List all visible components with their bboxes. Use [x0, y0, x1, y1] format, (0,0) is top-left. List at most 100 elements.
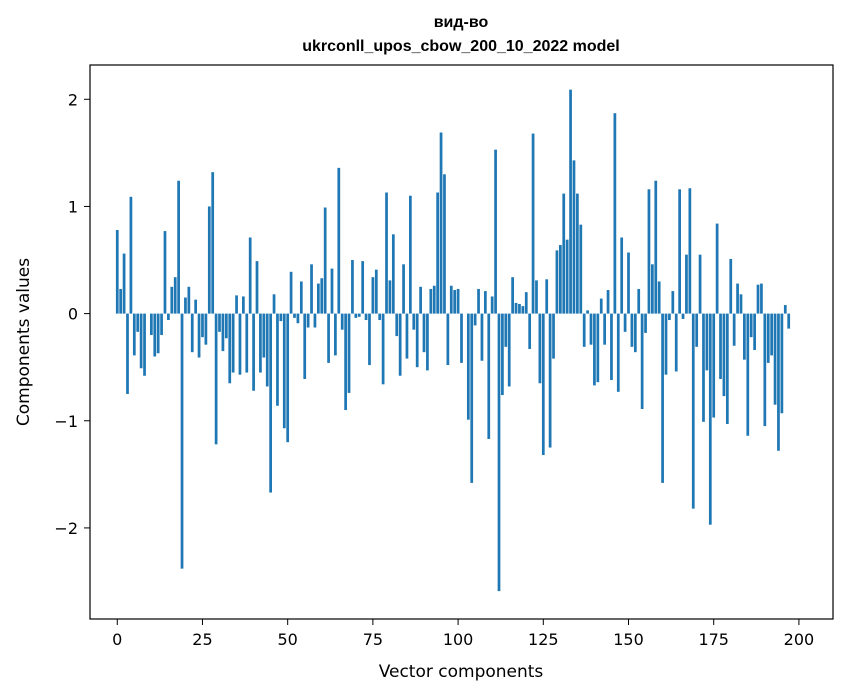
- bar: [252, 313, 255, 391]
- bar: [160, 313, 163, 336]
- bar: [661, 313, 664, 483]
- bar: [242, 296, 245, 314]
- bar: [265, 313, 269, 387]
- bar: [262, 313, 266, 358]
- bar: [613, 113, 617, 314]
- bar: [777, 313, 780, 451]
- bar: [361, 261, 365, 314]
- y-tick-label: −1: [54, 412, 78, 431]
- bar: [712, 313, 716, 418]
- bar: [419, 286, 422, 314]
- bar: [296, 313, 300, 324]
- bar: [402, 264, 405, 314]
- bar: [719, 313, 722, 379]
- bar: [494, 149, 497, 314]
- bar: [766, 313, 770, 363]
- bar: [163, 231, 167, 314]
- bar: [691, 313, 695, 509]
- bar: [603, 313, 607, 345]
- bar: [715, 223, 719, 314]
- bar: [153, 313, 157, 357]
- bar: [681, 313, 685, 319]
- bar: [276, 313, 279, 406]
- bar: [211, 172, 215, 314]
- bar: [746, 313, 750, 436]
- y-axis-ticks: 2 1 0 −1 −2: [54, 90, 90, 538]
- bar: [511, 277, 514, 314]
- bar: [310, 264, 313, 314]
- x-axis-label: Vector components: [379, 662, 544, 682]
- x-tick-label: 175: [698, 630, 729, 649]
- bar: [409, 195, 412, 314]
- bar: [228, 313, 232, 384]
- bar: [470, 313, 474, 483]
- bar: [180, 313, 184, 569]
- bar: [391, 234, 395, 314]
- bar: [504, 313, 508, 347]
- bar: [279, 313, 283, 322]
- bar: [156, 313, 160, 354]
- bar: [255, 261, 259, 314]
- y-tick-label: 1: [68, 197, 78, 216]
- bar: [224, 313, 228, 339]
- bar: [552, 313, 555, 359]
- bar: [129, 196, 133, 314]
- bar: [426, 313, 429, 371]
- bar: [443, 174, 446, 314]
- bar: [521, 306, 525, 314]
- bar: [187, 286, 191, 314]
- bar: [282, 313, 286, 429]
- bar: [194, 299, 198, 314]
- bar: [436, 192, 440, 314]
- bar: [456, 288, 460, 314]
- bar: [207, 206, 211, 314]
- bar: [473, 313, 477, 326]
- bar: [572, 160, 576, 314]
- bar: [702, 313, 705, 422]
- x-axis-ticks: 0 25 50 75 100 125 150 175 200: [112, 619, 814, 649]
- bar: [364, 313, 368, 321]
- x-tick-label: 0: [112, 630, 122, 649]
- bar: [708, 313, 712, 525]
- bar: [565, 239, 569, 314]
- bar: [432, 285, 436, 314]
- bar: [378, 313, 382, 321]
- bar: [299, 281, 303, 314]
- bar: [143, 313, 146, 376]
- bar: [623, 313, 627, 332]
- bar: [439, 132, 443, 314]
- bar: [351, 260, 354, 314]
- bar: [398, 313, 402, 376]
- bar: [685, 254, 688, 314]
- bar: [558, 245, 562, 314]
- bar: [535, 280, 538, 314]
- bar: [327, 313, 330, 363]
- bar: [197, 313, 201, 358]
- x-tick-label: 100: [443, 630, 474, 649]
- bar: [303, 313, 307, 379]
- x-tick-label: 200: [784, 630, 815, 649]
- bar: [412, 313, 416, 330]
- bar: [787, 313, 791, 329]
- bar: [381, 313, 385, 385]
- bar: [531, 133, 535, 314]
- bar: [739, 294, 743, 314]
- x-tick-label: 25: [192, 630, 212, 649]
- bar: [671, 291, 675, 314]
- bar: [487, 313, 491, 439]
- bar: [688, 188, 692, 314]
- bar: [722, 313, 726, 397]
- bar: [453, 290, 457, 314]
- bar: [770, 313, 774, 356]
- bar: [640, 313, 644, 409]
- bar: [231, 313, 235, 373]
- bar: [347, 313, 351, 393]
- bar: [593, 313, 596, 386]
- bar: [323, 207, 327, 314]
- bar: [316, 283, 320, 314]
- bar: [562, 193, 566, 314]
- bar: [466, 313, 470, 420]
- bar: [538, 313, 542, 384]
- bar: [654, 180, 658, 314]
- bar: [415, 313, 419, 368]
